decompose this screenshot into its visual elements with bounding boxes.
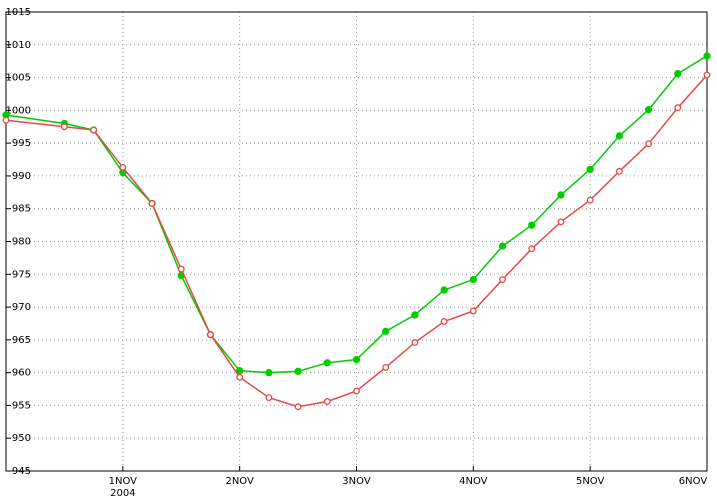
- point: [440, 318, 448, 325]
- point: [557, 191, 565, 199]
- y-tick-label: 1005: [6, 73, 31, 84]
- point: [528, 245, 536, 253]
- year-label: 2004: [110, 488, 135, 499]
- point: [236, 367, 244, 375]
- x-tick-label: 5NOV: [576, 476, 605, 487]
- point: [148, 200, 156, 207]
- point: [323, 359, 331, 367]
- point: [382, 327, 390, 335]
- point: [236, 373, 244, 381]
- point: [382, 363, 390, 371]
- series-line: [5, 55, 708, 374]
- x-tick-label: 3NOV: [342, 476, 371, 487]
- point: [207, 331, 214, 339]
- point: [294, 367, 302, 375]
- point: [557, 218, 565, 226]
- y-tick-label: 1010: [6, 40, 31, 51]
- x-tick-label: 6NOV: [679, 476, 708, 487]
- point: [703, 71, 711, 79]
- y-tick-label: 975: [12, 269, 31, 280]
- point: [498, 242, 507, 250]
- y-tick-label: 980: [12, 237, 31, 248]
- y-tick-label: 965: [12, 335, 31, 346]
- point: [353, 387, 360, 395]
- x-tick-label: 1NOV: [109, 476, 138, 487]
- point: [440, 286, 448, 294]
- point: [265, 394, 273, 402]
- point: [411, 339, 419, 346]
- y-tick-label: 950: [12, 433, 31, 444]
- point: [615, 167, 623, 175]
- series-line: [5, 74, 708, 408]
- point: [469, 275, 477, 284]
- point: [674, 69, 682, 78]
- y-tick-label: 995: [12, 138, 31, 149]
- y-tick-label: 955: [12, 400, 31, 411]
- x-tick-label: 4NOV: [459, 476, 488, 487]
- point: [469, 307, 477, 315]
- point: [411, 311, 419, 319]
- plot-frame: [5, 11, 708, 472]
- point: [90, 126, 98, 134]
- point: [119, 163, 127, 171]
- point: [265, 368, 273, 377]
- point: [294, 403, 302, 411]
- y-tick-label: 970: [12, 302, 31, 313]
- point: [352, 355, 361, 364]
- point: [674, 104, 682, 112]
- y-tick-label: 990: [12, 171, 31, 182]
- point: [528, 221, 536, 229]
- point: [323, 398, 331, 405]
- y-tick-label: 1000: [6, 105, 31, 116]
- point: [499, 276, 506, 283]
- point: [586, 196, 594, 204]
- point: [703, 52, 711, 60]
- point: [177, 265, 185, 273]
- y-tick-label: 960: [12, 368, 31, 379]
- x-tick-label: 2NOV: [225, 476, 254, 487]
- point: [2, 116, 10, 124]
- point: [644, 106, 653, 114]
- y-tick-label: 985: [12, 204, 31, 215]
- point: [615, 132, 624, 140]
- point: [60, 123, 68, 131]
- point: [586, 165, 594, 174]
- point: [645, 140, 653, 148]
